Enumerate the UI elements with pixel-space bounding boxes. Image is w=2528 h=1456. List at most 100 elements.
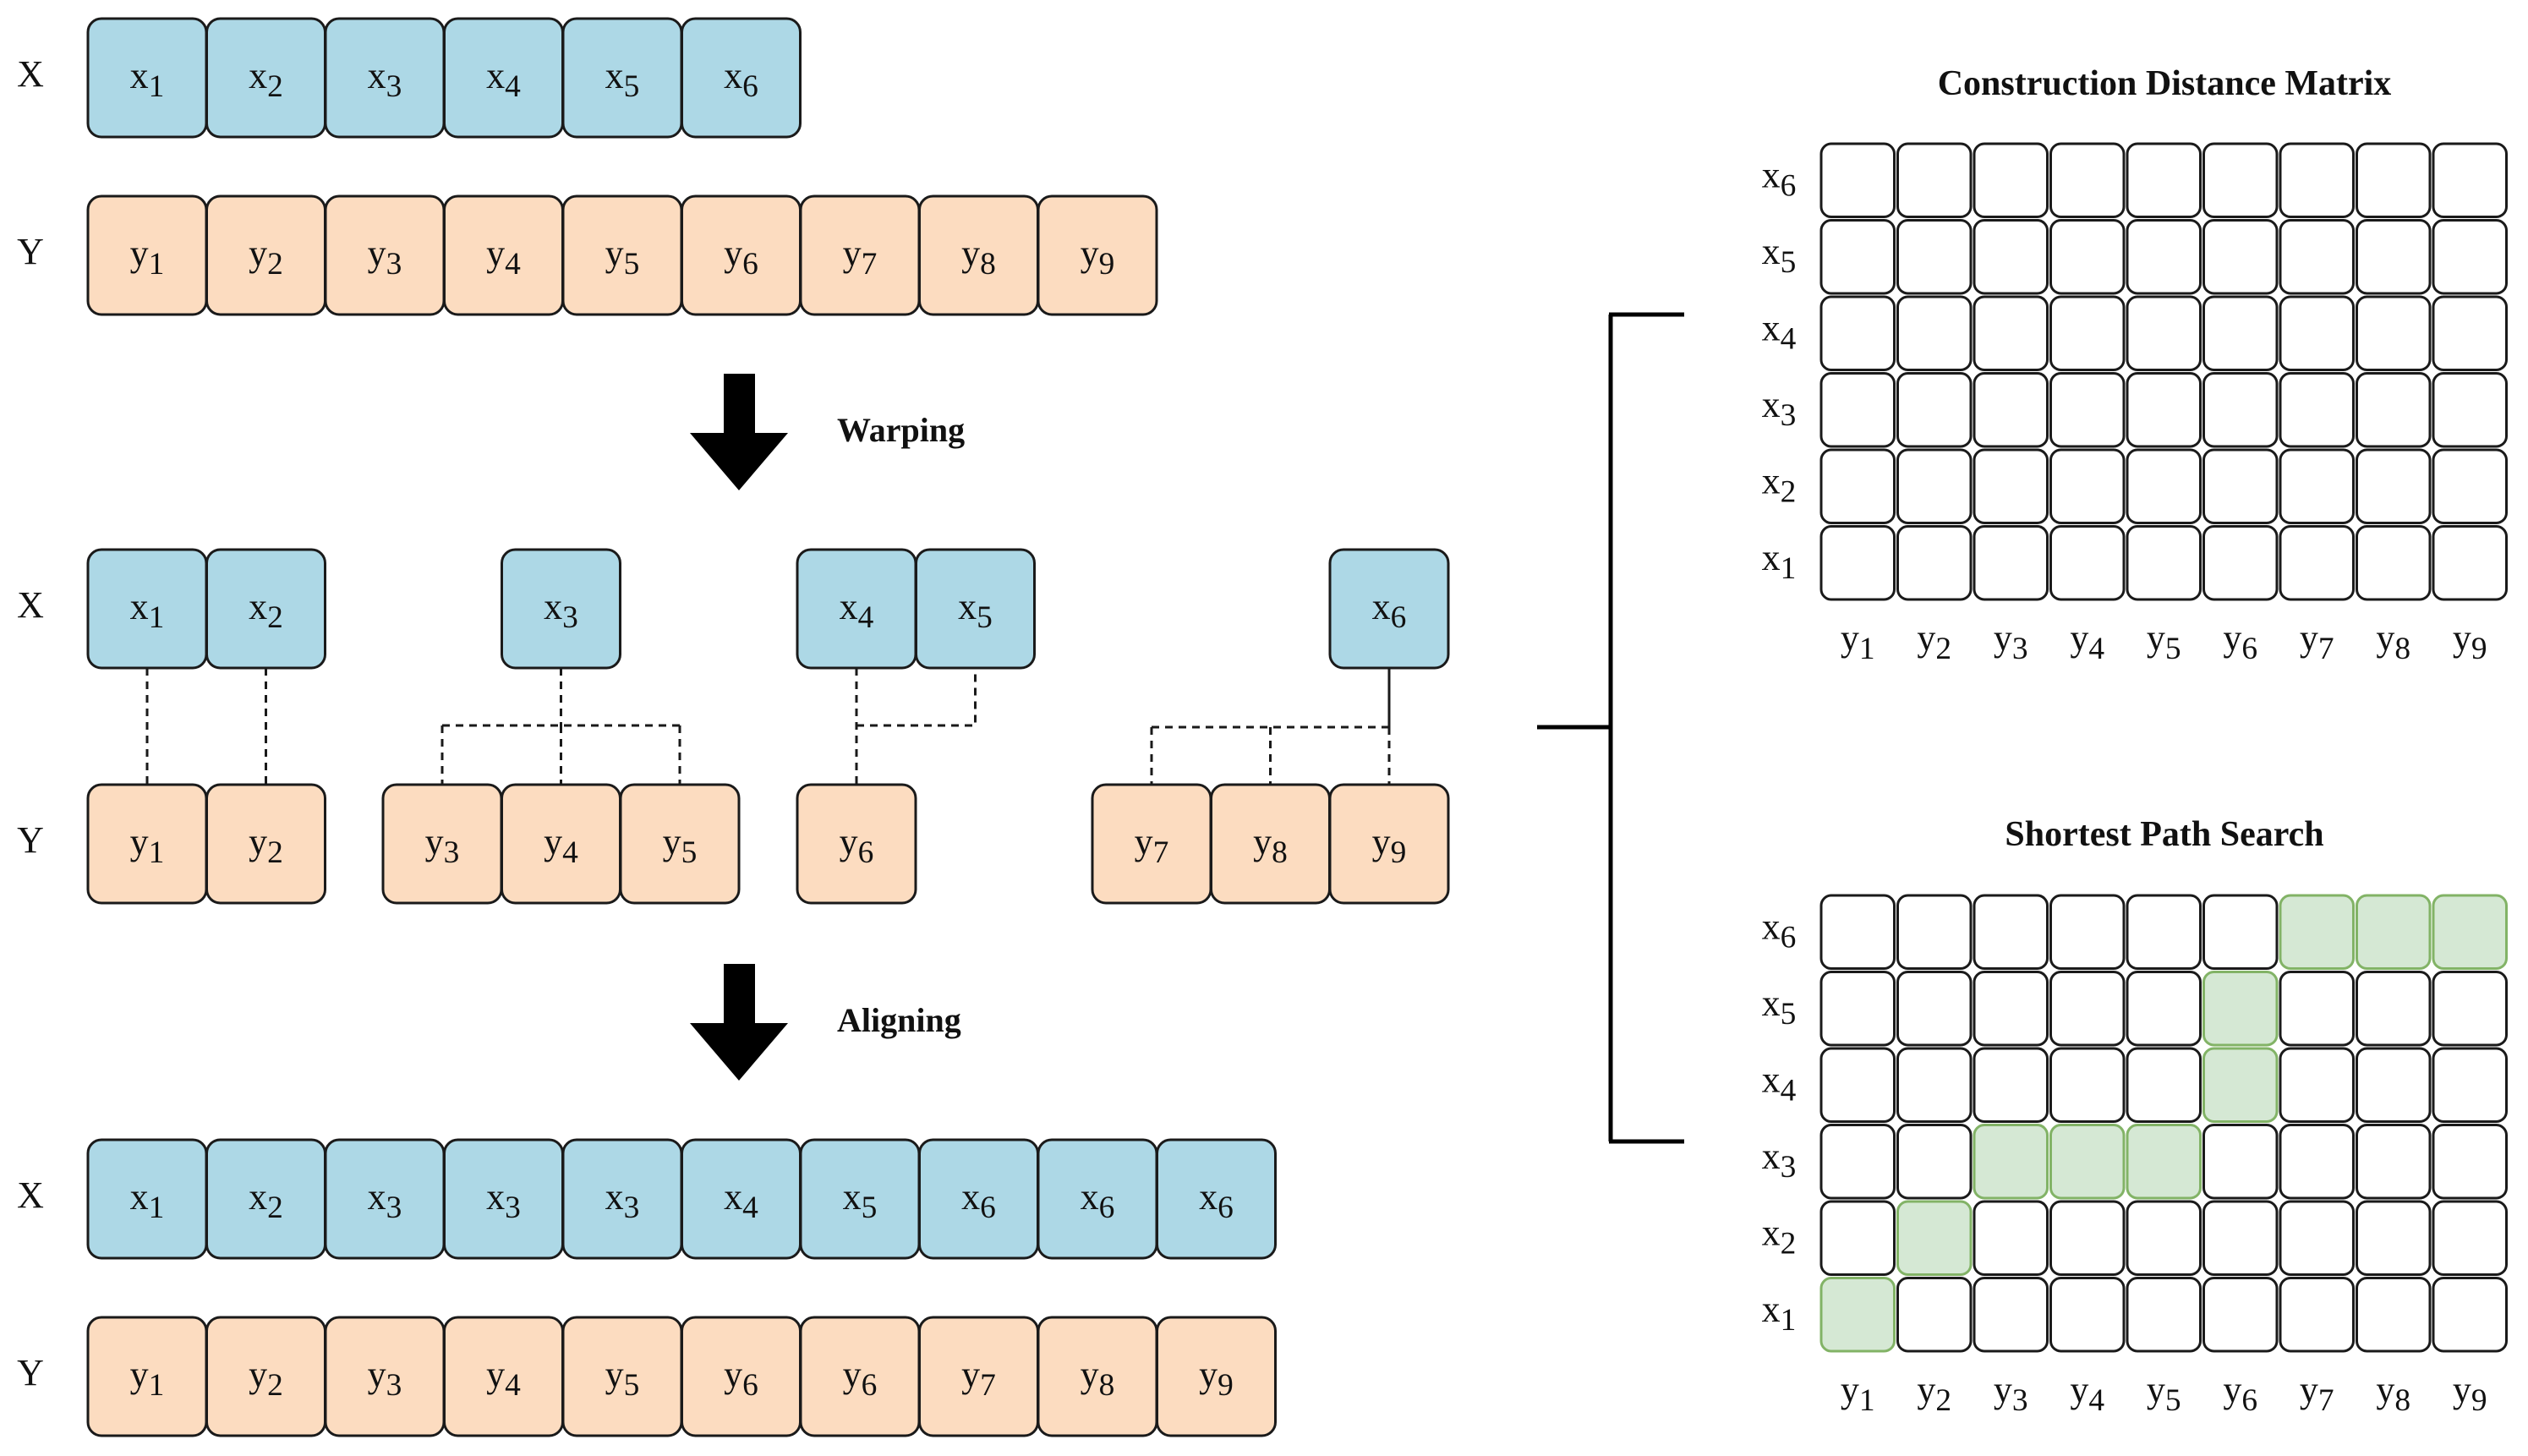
warped-y-cell: y4 [501,783,621,905]
matrix-cell [1973,372,2049,448]
matrix-cell [2202,295,2279,371]
matrix-row-label: x5 [1762,231,1797,280]
matrix-cell [2356,1277,2432,1353]
original-x-cell-label: x2 [249,55,283,104]
aligned-y-cell: y4 [443,1316,564,1437]
matrix-cell [1819,448,1896,524]
matrix-cell [2356,1047,2432,1123]
original-sequences: X Yx1 x2 x3 x4 x5 x6 y1 y2 y3 y4 y5 y6 y7 y8 y9 [17,17,1158,316]
warped-y-cell: y6 [796,783,917,905]
aligned-y-cell: y3 [324,1316,446,1437]
aligning-arrow-icon [690,964,788,1081]
original-y-cell-label: y2 [249,233,283,282]
original-x-cell-label: x3 [368,55,402,104]
aligned-x-cell: x2 [205,1138,326,1260]
path-cell [2049,1124,2126,1200]
warping-arrow-icon [690,374,788,490]
matrix-cell [2432,142,2508,218]
matrix-col-label: y3 [1994,1369,2028,1418]
matrix-row-label: x2 [1762,460,1797,509]
matrix-cell [1973,1047,2049,1123]
aligned-y-cell: y2 [205,1316,326,1437]
method-bracket [1537,312,1684,1144]
original-x-cell: x4 [443,17,564,139]
step-arrows: Warping Aligning [690,374,965,1081]
matrix-cell [2049,295,2126,371]
matrix-cell [2432,219,2508,295]
aligned-x-cell-label: x6 [961,1176,996,1225]
matrix-cell [2126,219,2202,295]
original-y-cell: y7 [799,194,921,316]
matrix-cell [1973,971,2049,1047]
matrix-cell [2279,1277,2355,1353]
matrix-cell [1973,295,2049,371]
original-y-cell-label: y1 [130,233,165,282]
aligning-label: Aligning [837,1001,961,1039]
warped-y-cell: y3 [381,783,503,905]
warped-y-cell-label: y4 [544,821,578,870]
path-cell [2279,894,2355,970]
warped-y-cell: y7 [1091,783,1212,905]
aligned-y-cell-label: y2 [249,1354,283,1403]
matrix-cell [2279,525,2355,601]
original-x-cell-label: x4 [486,55,521,104]
matrix-cell [2356,372,2432,448]
matrix-cell [1973,142,2049,218]
matrix-cell [2356,525,2432,601]
matrix-cell [2432,1277,2508,1353]
path-cell [1896,1200,1973,1276]
matrix-cell [2126,372,2202,448]
matrix-col-label: y3 [1994,617,2028,666]
matrix-cell [2126,1047,2202,1123]
matrix-cell [2432,1200,2508,1276]
matrix-cell [1896,1124,1973,1200]
matrix-cell [2432,971,2508,1047]
matrix-cell [2432,1047,2508,1123]
warped-sequences: X Yx1 x2 y1 y2 x3 y3 y4 y5 x4 x5 y6 x6 y7 y8 y9 [17,548,1450,905]
original-y-cell-label: y4 [486,233,521,282]
warped-x-cell: x5 [915,548,1036,670]
matrix-cell [2049,372,2126,448]
matrix-col-label: y4 [2070,617,2104,666]
matrix-cell [2202,448,2279,524]
aligned-y-cell: y6 [799,1316,921,1437]
matrix-cell [2279,295,2355,371]
matrix-cell [2356,971,2432,1047]
original-y-cell: y6 [681,194,802,316]
aligned-y-cell-label: y6 [724,1354,758,1403]
aligned-y-cell-label: y8 [1081,1354,1115,1403]
warped-y-cell: y5 [619,783,741,905]
matrix-cell [2432,372,2508,448]
aligned-y-cell-label: y1 [130,1354,165,1403]
aligned-x-cell-label: x2 [249,1176,283,1225]
original-x-cell: x5 [561,17,683,139]
matrix-row-label: x1 [1762,1289,1797,1338]
matrix-cell [1896,1277,1973,1353]
matrix-cell [1896,1047,1973,1123]
warped-x-cell: x2 [205,548,326,670]
original-x-cell-label: x6 [724,55,758,104]
matrix-row-label: x3 [1762,1136,1797,1185]
matrix-cell [1973,525,2049,601]
aligned-x-cell: x3 [561,1138,683,1260]
aligned-y-cell: y9 [1156,1316,1277,1437]
warped-x-cell-label: x4 [840,586,874,635]
original-y-cell-label: y3 [368,233,402,282]
matrix-cell [2279,448,2355,524]
matrix-cell [2279,1200,2355,1276]
warped-y-cell-label: y1 [130,821,165,870]
matrix-cell [1819,1047,1896,1123]
aligned-x-label: X [17,1174,44,1216]
aligned-y-cell: y1 [86,1316,208,1437]
warping-label: Warping [837,411,965,449]
warped-x-cell-label: x2 [249,586,283,635]
matrix-cell [2356,295,2432,371]
matrix-cell [2049,1047,2126,1123]
path-cell [1973,1124,2049,1200]
matrix-cell [2202,1124,2279,1200]
matrix-cell [2202,142,2279,218]
warped-x-cell: x3 [501,548,621,670]
matrix-cell [2432,525,2508,601]
warp-link [440,668,681,785]
